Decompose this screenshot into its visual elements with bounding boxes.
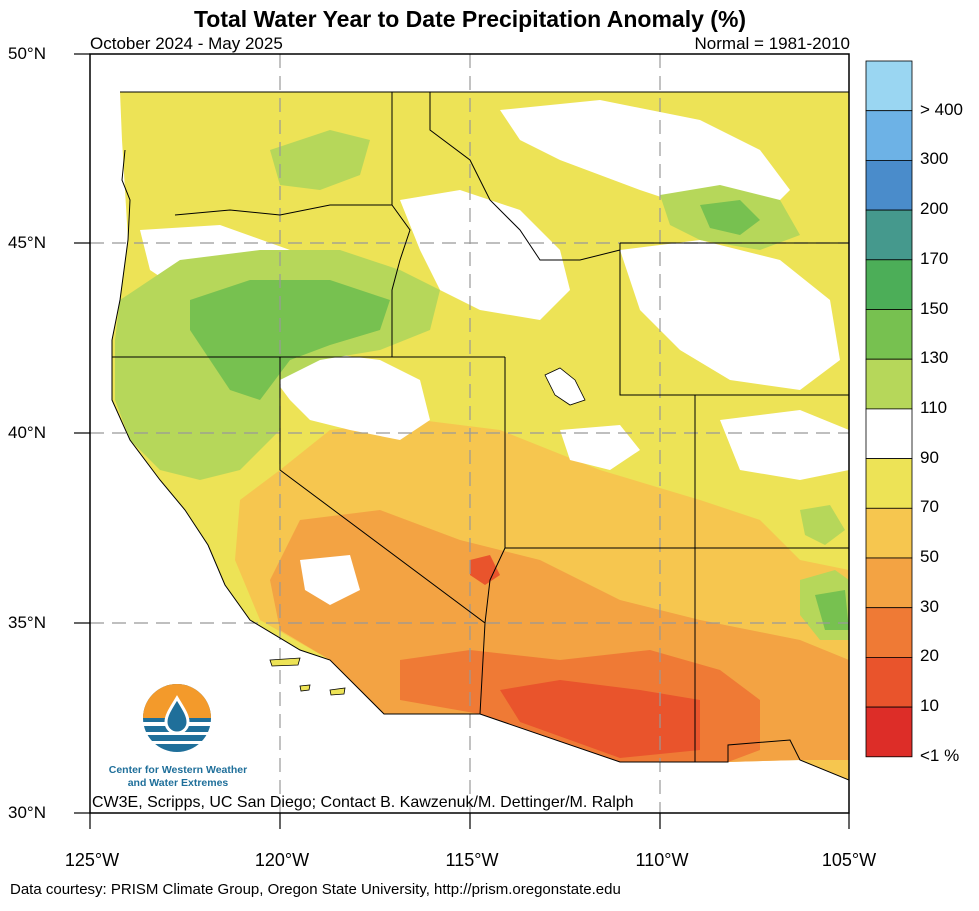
period-label: October 2024 - May 2025 <box>90 34 283 53</box>
logo-org-line2: and Water Extremes <box>127 777 229 789</box>
wet-patch-newmexico-green <box>815 590 849 630</box>
legend-swatch <box>865 358 913 410</box>
lon-label-125: 125°W <box>64 850 120 870</box>
legend-label: 10 <box>920 696 939 716</box>
legend-label: 50 <box>920 547 939 566</box>
legend-label: > 400 <box>920 99 964 119</box>
data-source-footer: Data courtesy: PRISM Climate Group, Oreg… <box>10 881 621 898</box>
legend-label: 30 <box>920 596 939 616</box>
lat-label-40: 40°N <box>8 423 46 442</box>
logo-org-line1: Center for Western Weather <box>108 764 248 776</box>
legend-swatch <box>865 607 913 658</box>
legend-label: 150 <box>920 298 949 318</box>
lat-label-50: 50°N <box>8 44 46 63</box>
normal-patch-colorado <box>720 410 849 480</box>
lon-label-105: 105°W <box>821 850 877 870</box>
legend-swatch <box>865 309 913 360</box>
legend-swatch <box>865 209 913 261</box>
lat-label-35: 35°N <box>8 613 46 632</box>
legend-label: 130 <box>920 348 949 368</box>
legend-label: 70 <box>920 497 939 517</box>
wet-patch-montana-green <box>700 200 760 235</box>
legend-label: 170 <box>920 248 949 268</box>
wet-patch-washington <box>270 130 370 190</box>
legend-swatch <box>865 458 913 509</box>
legend-label: 300 <box>920 149 949 169</box>
legend-label: 200 <box>920 199 949 219</box>
normal-patch-idaho <box>400 190 570 320</box>
legend-swatch <box>865 507 913 559</box>
legend-swatch <box>865 657 913 708</box>
credit-line: CW3E, Scripps, UC San Diego; Contact B. … <box>92 794 634 811</box>
normal-patch-nevada <box>260 350 430 440</box>
legend-label: 90 <box>920 447 939 467</box>
legend-swatch <box>865 259 913 310</box>
cw3e-logo <box>143 684 211 752</box>
wet-patch-oregon-green <box>190 280 390 400</box>
normal-patch-utah <box>560 425 640 470</box>
legend-swatch <box>865 110 913 161</box>
legend-swatch <box>865 706 913 758</box>
legend-colorbar <box>865 60 913 758</box>
lon-label-120: 120°W <box>254 850 310 870</box>
legend-label: <1 % <box>920 745 960 765</box>
legend-swatch <box>865 60 913 112</box>
legend-swatch <box>865 159 913 211</box>
great-salt-lake <box>544 367 586 406</box>
legend-label: 20 <box>920 646 939 666</box>
borders <box>111 91 849 781</box>
legend-label: 110 <box>920 397 948 417</box>
legend-swatch <box>865 557 913 609</box>
dry-spot-vegas <box>470 555 500 585</box>
dry-zone-deep-red <box>500 680 700 758</box>
lon-label-110: 110°W <box>635 850 689 870</box>
water-drop-icon <box>164 695 190 735</box>
lat-label-30: 30°N <box>8 803 46 822</box>
lat-label-45: 45°N <box>8 233 46 252</box>
normal-patch-california <box>300 555 360 605</box>
islands <box>269 657 346 696</box>
normal-patch-wyoming <box>620 240 840 390</box>
axis-ticks <box>74 53 850 829</box>
normal-label: Normal = 1981-2010 <box>694 34 850 53</box>
wet-patch-colorado <box>800 505 845 545</box>
map-area <box>90 54 849 813</box>
map-title: Total Water Year to Date Precipitation A… <box>193 6 747 32</box>
legend-swatch <box>865 408 913 459</box>
lon-label-115: 115°W <box>445 850 499 870</box>
